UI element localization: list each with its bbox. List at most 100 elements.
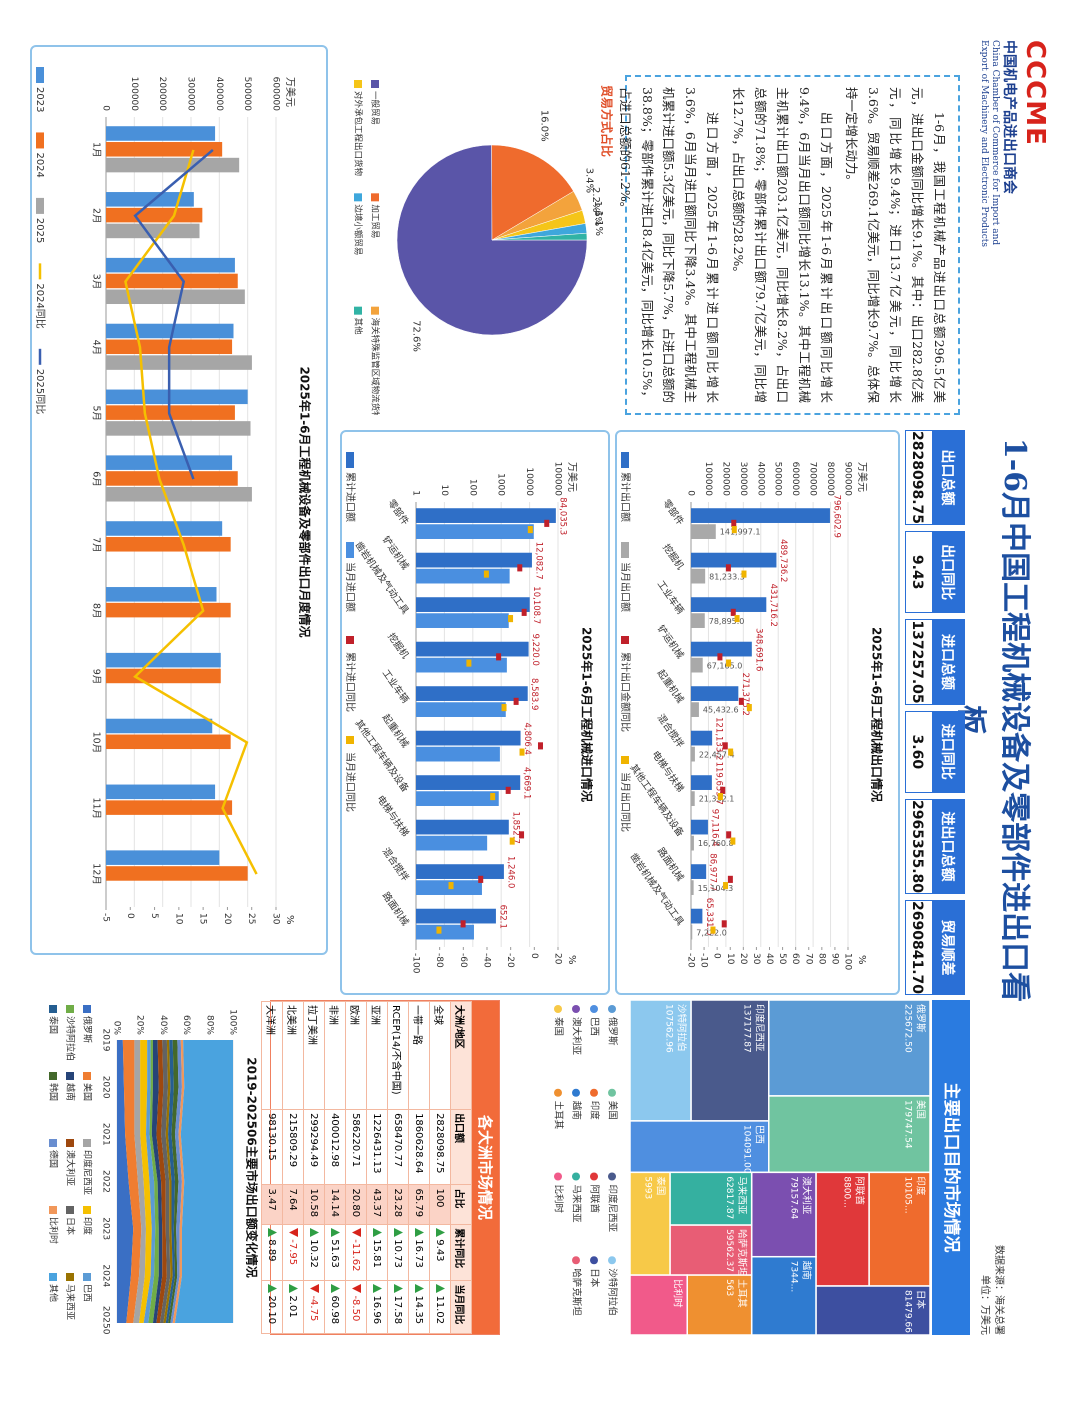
bar <box>106 421 251 436</box>
data-label: 10,108.7 <box>531 586 541 624</box>
tick-marker <box>731 526 737 534</box>
table-cell: 1860628.64 <box>408 1109 430 1185</box>
column-header: 大洲/地区 <box>450 1001 472 1110</box>
bar <box>691 775 712 790</box>
y2-tick-label: 10 <box>173 913 183 925</box>
legend-label: 日本 <box>589 1268 601 1288</box>
tick-marker <box>490 793 496 801</box>
legend-swatch <box>83 1072 91 1080</box>
bar <box>416 730 521 746</box>
cell-name: 澳大利亚 <box>800 1176 812 1215</box>
table-row: 欧洲 586220.71 20.80 -11.62 -8.50 <box>345 1001 367 1334</box>
legend-swatch <box>83 1139 91 1147</box>
legend-swatch <box>371 80 379 88</box>
cell-name: 美国 <box>915 1100 927 1119</box>
kpi-label: 进口总额 <box>932 620 964 704</box>
x-tick-label: 1月 <box>91 142 102 158</box>
table-cell: 100 <box>429 1184 451 1225</box>
arrow <box>436 1228 445 1238</box>
x-tick-label: 2020 <box>101 1076 111 1099</box>
data-label: 4,806.4 <box>522 723 532 755</box>
table-cell: 586220.71 <box>345 1109 367 1185</box>
legend-swatch <box>49 1005 57 1013</box>
tick-marker <box>508 615 514 623</box>
bar <box>106 126 216 141</box>
legend-swatch <box>354 80 362 88</box>
table-cell: 16.96 <box>366 1280 388 1334</box>
table-row: 全球 2828098.75 100 9.43 11.02 <box>429 1001 451 1334</box>
bar <box>106 142 223 157</box>
kpi-value: 2965355.80 <box>909 800 925 893</box>
trend-arrow <box>394 1228 403 1238</box>
area-series <box>168 1040 179 1323</box>
cell-text: -7.95 <box>287 1239 299 1266</box>
y-tick-label: 900000 <box>843 462 853 497</box>
bar <box>416 641 529 657</box>
cell-text: 14.35 <box>413 1295 425 1325</box>
y2-tick-label: 40 <box>764 953 774 965</box>
table-cell: 215809.29 <box>282 1109 304 1185</box>
y2-tick-label: 15 <box>198 913 208 924</box>
legend-swatch <box>554 1088 562 1097</box>
legend-label: 美国 <box>607 1101 619 1120</box>
treemap: 俄罗斯225672.50美国179747.54印度尼西亚137177.87沙特阿… <box>553 1000 930 1335</box>
bar <box>416 613 509 628</box>
x-tick-label: 2019 <box>101 1029 111 1052</box>
table-cell: 299294.49 <box>303 1109 325 1185</box>
x-tick-label: 其他工程车辆及设备 <box>352 717 411 794</box>
tick-marker <box>448 882 454 890</box>
legend-swatch <box>621 636 629 644</box>
y-tick-label: 10000 <box>524 467 534 496</box>
legend-swatch <box>49 1139 57 1147</box>
legend-label: 累计出口金额同比 <box>619 652 632 732</box>
tick-marker <box>527 526 533 534</box>
legend-label: 越南 <box>571 1101 583 1120</box>
data-label: 78,895.0 <box>709 617 745 626</box>
arrow <box>415 1284 424 1294</box>
legend-label: 阿联酋 <box>589 1185 601 1214</box>
legend-label: 巴西 <box>589 1017 600 1036</box>
x-tick-label: 2月 <box>91 208 102 224</box>
tick-marker <box>501 704 507 712</box>
y-axis-label: 万美元 <box>566 462 579 492</box>
treemap-cell <box>815 1285 930 1335</box>
data-label: 4,669.1 <box>522 767 532 799</box>
org-name: 中国机电产品进出口商会 <box>1001 40 1017 194</box>
tick-marker <box>483 570 489 578</box>
y-tick-label: 500000 <box>242 77 252 112</box>
x-tick-label: 工业车辆 <box>655 578 687 616</box>
x-tick-label: 零部件 <box>660 497 686 528</box>
data-label: 86,977.7 <box>708 853 718 891</box>
table-cell: 20.80 <box>345 1184 367 1225</box>
legend-swatch <box>36 132 44 149</box>
x-tick-label: 6月 <box>91 471 102 487</box>
y2-axis-label: % <box>856 955 867 965</box>
legend-swatch <box>621 756 629 764</box>
table-cell: 14.35 <box>408 1280 430 1334</box>
cell-text: 2.01 <box>287 1295 299 1318</box>
kpi: 出口同比 9.43 <box>905 531 965 614</box>
y-tick-label: 40% <box>158 1015 168 1035</box>
tick-marker <box>723 882 729 890</box>
legend-label: 累计进口同比 <box>344 652 357 712</box>
cell-text: 60.98 <box>329 1295 341 1325</box>
bar <box>690 524 716 539</box>
legend-label: 其他 <box>353 318 364 336</box>
legend-swatch <box>572 1172 580 1181</box>
data-label: 652.1 <box>497 905 507 929</box>
bar <box>106 850 220 865</box>
y-tick-label: 1000 <box>496 473 506 496</box>
tick-marker <box>519 748 525 756</box>
arrow <box>394 1284 403 1294</box>
y2-tick-label: 60 <box>790 953 800 965</box>
bar <box>105 486 252 502</box>
arrow <box>310 1284 319 1294</box>
tick-marker <box>478 875 484 883</box>
column-header: 累计同比 <box>450 1224 472 1281</box>
tick-marker <box>726 659 732 667</box>
tick-marker <box>738 697 744 705</box>
bar <box>106 602 231 618</box>
y2-tick-label: 5 <box>149 913 159 919</box>
bar <box>105 405 235 420</box>
legend-label: 比利时 <box>553 1185 565 1214</box>
